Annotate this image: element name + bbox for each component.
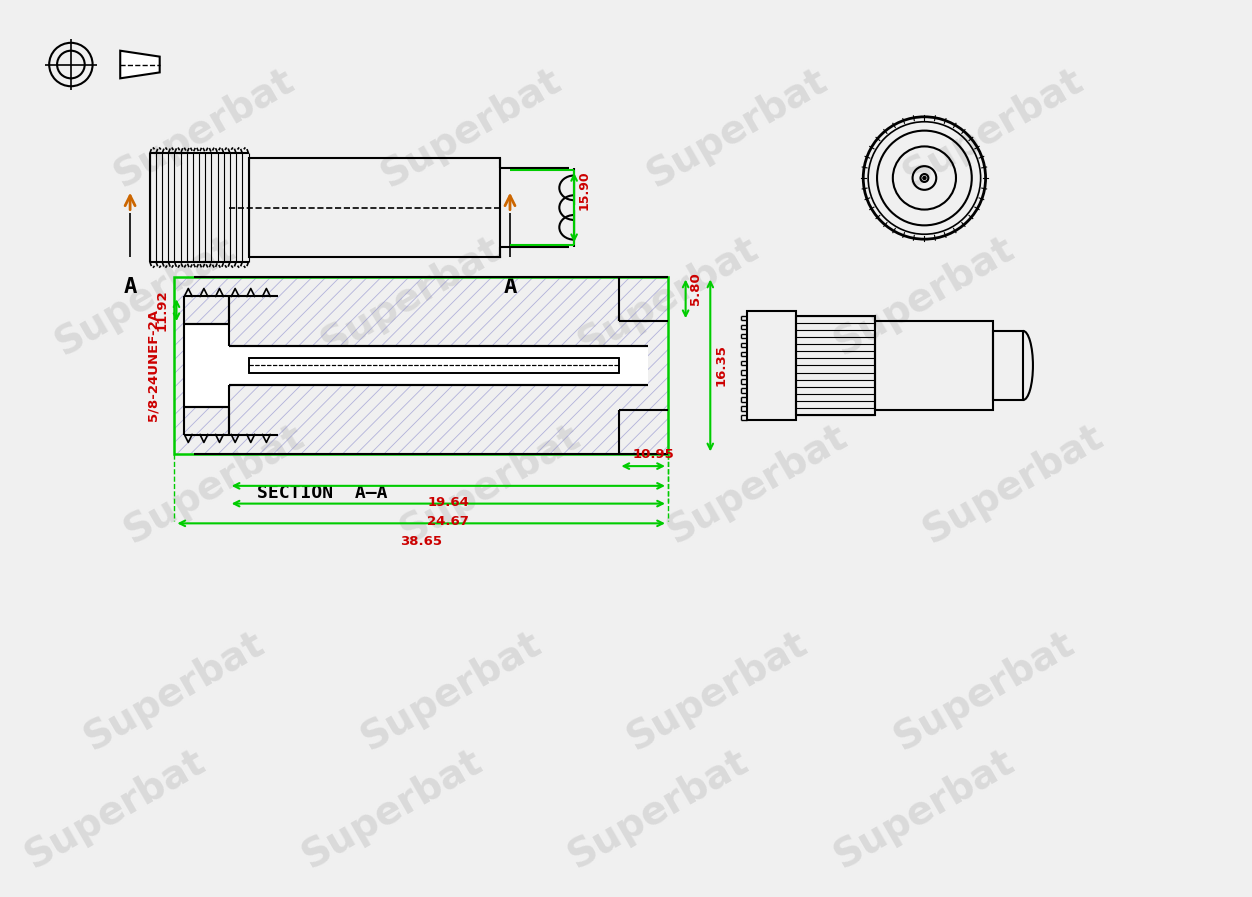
Text: Superbat: Superbat xyxy=(896,62,1090,196)
Bar xyxy=(994,331,1023,400)
Text: 24.67: 24.67 xyxy=(427,516,470,528)
Bar xyxy=(229,345,649,385)
Text: Superbat: Superbat xyxy=(314,230,508,363)
Text: A: A xyxy=(124,276,136,297)
Text: Superbat: Superbat xyxy=(561,743,755,876)
Text: Superbat: Superbat xyxy=(374,62,567,196)
Bar xyxy=(746,311,796,420)
Circle shape xyxy=(923,177,926,179)
Text: SECTION  A–A: SECTION A–A xyxy=(257,483,388,502)
Bar xyxy=(796,316,875,414)
Text: Superbat: Superbat xyxy=(48,230,242,363)
Text: 19.64: 19.64 xyxy=(427,496,470,509)
Text: 38.65: 38.65 xyxy=(401,536,442,548)
Text: Superbat: Superbat xyxy=(19,743,212,876)
Text: 11.92: 11.92 xyxy=(155,290,169,331)
Text: Superbat: Superbat xyxy=(660,417,854,551)
Text: Superbat: Superbat xyxy=(621,624,814,758)
Bar xyxy=(248,358,618,373)
Bar xyxy=(875,321,994,410)
Bar xyxy=(248,358,618,373)
Text: Superbat: Superbat xyxy=(886,624,1080,758)
Text: 5.80: 5.80 xyxy=(689,273,701,305)
Text: Superbat: Superbat xyxy=(916,417,1111,551)
Text: 15.90: 15.90 xyxy=(577,170,590,210)
Text: Superbat: Superbat xyxy=(828,743,1022,876)
Text: Superbat: Superbat xyxy=(78,624,272,758)
Text: Superbat: Superbat xyxy=(118,417,310,551)
Text: 10.95: 10.95 xyxy=(632,448,674,461)
Text: Superbat: Superbat xyxy=(640,62,834,196)
Text: Superbat: Superbat xyxy=(571,230,765,363)
Text: 16.35: 16.35 xyxy=(714,344,727,387)
Bar xyxy=(248,158,500,257)
Text: Superbat: Superbat xyxy=(354,624,547,758)
Text: Superbat: Superbat xyxy=(294,743,488,876)
Text: Superbat: Superbat xyxy=(828,230,1022,363)
Text: Superbat: Superbat xyxy=(108,62,300,196)
Bar xyxy=(184,324,229,407)
Text: 5/8-24UNEF-2A: 5/8-24UNEF-2A xyxy=(146,309,159,422)
Text: A: A xyxy=(503,276,517,297)
Text: Superbat: Superbat xyxy=(393,417,587,551)
Bar xyxy=(174,276,667,454)
Polygon shape xyxy=(120,51,160,78)
